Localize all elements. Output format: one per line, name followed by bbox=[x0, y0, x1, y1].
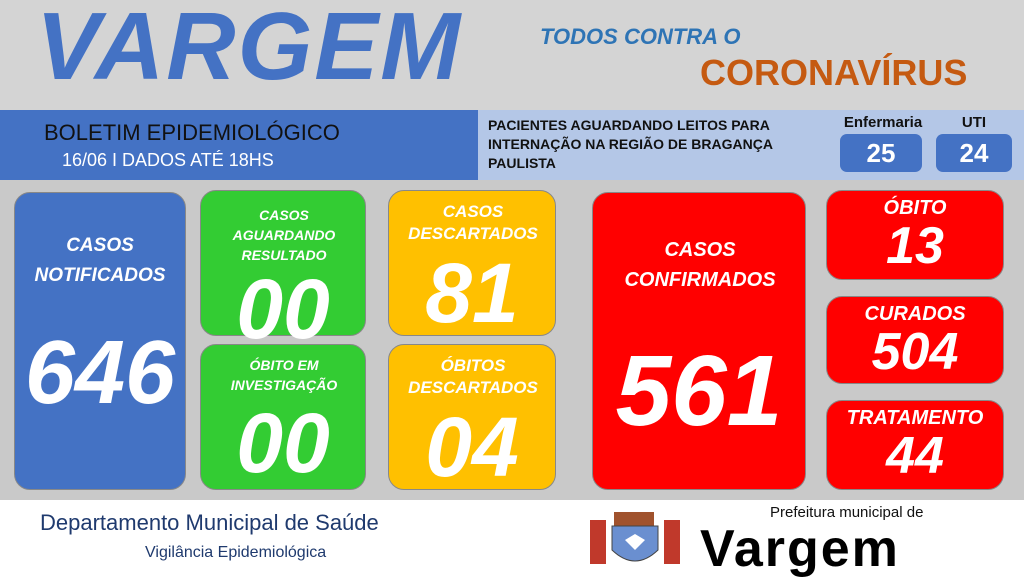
card-label: ÓBITOS DESCARTADOS bbox=[408, 356, 538, 397]
card-label: CASOS DESCARTADOS bbox=[408, 202, 538, 243]
unit: Vigilância Epidemiológica bbox=[145, 544, 327, 561]
card-awaiting: CASOS AGUARDANDO RESULTADO 00 bbox=[200, 190, 366, 351]
department: Departamento Municipal de Saúde bbox=[40, 510, 379, 535]
icu-value: 24 bbox=[936, 134, 1012, 172]
card-value: 44 bbox=[886, 427, 944, 485]
card-label: CASOS NOTIFICADOS bbox=[34, 235, 166, 286]
card-label: ÓBITO bbox=[883, 197, 947, 219]
card-value: 504 bbox=[871, 323, 959, 381]
footer bbox=[0, 500, 1024, 576]
card-notified: CASOS NOTIFICADOS 646 bbox=[14, 192, 186, 490]
card-treatment: TRATAMENTO 44 bbox=[826, 400, 1004, 490]
card-cured: CURADOS 504 bbox=[826, 296, 1004, 384]
card-label: TRATAMENTO bbox=[846, 407, 984, 429]
card-value: 04 bbox=[425, 400, 519, 494]
card-value: 561 bbox=[615, 335, 783, 447]
card-death-investigation: ÓBITO EM INVESTIGAÇÃO 00 bbox=[200, 344, 366, 490]
bulletin-date: 16/06 I DADOS ATÉ 18HS bbox=[62, 150, 274, 170]
card-deaths-discarded: ÓBITOS DESCARTADOS 04 bbox=[388, 344, 556, 490]
bulletin-bar bbox=[0, 110, 478, 180]
card-label: ÓBITO EM INVESTIGAÇÃO bbox=[230, 357, 338, 393]
tagline: TODOS CONTRA O bbox=[540, 24, 741, 49]
card-discarded: CASOS DESCARTADOS 81 bbox=[388, 190, 556, 336]
ward-label: Enfermaria bbox=[843, 114, 923, 131]
coat-of-arms-icon bbox=[590, 512, 680, 564]
card-value: 00 bbox=[236, 396, 330, 490]
logo-prefeitura: Prefeitura municipal de bbox=[770, 504, 924, 521]
tagline-coronavirus: CORONAVÍRUS bbox=[700, 52, 968, 93]
header bbox=[0, 0, 1024, 110]
card-label: CASOS CONFIRMADOS bbox=[624, 239, 776, 291]
icu-label: UTI bbox=[961, 114, 987, 131]
logo-vargem: Vargem bbox=[700, 520, 900, 578]
card-value: 646 bbox=[24, 323, 176, 423]
ward-value: 25 bbox=[840, 134, 922, 172]
page-title: VARGEM bbox=[36, 0, 463, 100]
card-value: 00 bbox=[236, 262, 330, 356]
card-deaths: ÓBITO 13 bbox=[826, 190, 1004, 280]
card-value: 81 bbox=[425, 246, 519, 340]
card-value: 13 bbox=[886, 217, 944, 275]
beds-bar bbox=[478, 110, 1024, 180]
card-confirmed: CASOS CONFIRMADOS 561 bbox=[592, 192, 806, 490]
bulletin-title: BOLETIM EPIDEMIOLÓGICO bbox=[44, 120, 340, 145]
beds-text: PACIENTES AGUARDANDO LEITOS PARA INTERNA… bbox=[488, 117, 773, 171]
card-label: CASOS AGUARDANDO RESULTADO bbox=[232, 207, 336, 263]
card-label: CURADOS bbox=[864, 303, 966, 325]
